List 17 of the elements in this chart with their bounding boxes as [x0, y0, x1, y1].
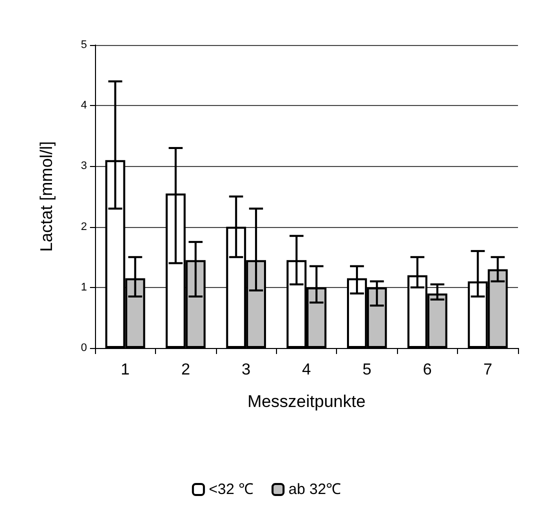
y-tick-label: 4 [80, 100, 87, 112]
y-axis-title: Lactat [mmol/l] [37, 141, 56, 252]
x-axis-title: Messzeitpunkte [247, 392, 366, 411]
y-tick-label: 5 [80, 39, 87, 51]
x-tick-label: 2 [181, 362, 190, 378]
x-tick-label: 3 [242, 362, 251, 378]
x-tick-label: 7 [483, 362, 492, 378]
legend-label: <32 ℃ [208, 481, 254, 498]
x-tick-label: 4 [302, 362, 312, 378]
legend-label: ab 32℃ [288, 481, 342, 498]
y-tick-label: 0 [80, 342, 87, 354]
x-tick-label: 1 [120, 362, 130, 378]
y-tick-label: 2 [80, 220, 87, 233]
y-tick-label: 3 [80, 160, 87, 172]
x-tick-label: 5 [362, 362, 372, 378]
y-tick-label: 1 [80, 281, 87, 294]
x-tick-label: 6 [422, 362, 432, 378]
